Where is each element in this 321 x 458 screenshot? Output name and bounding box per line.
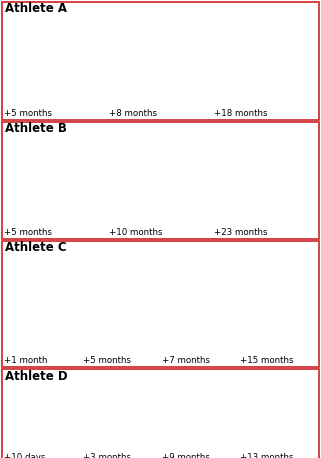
Text: Athlete A: Athlete A: [5, 2, 67, 16]
Text: +15 months: +15 months: [240, 356, 294, 365]
Text: Athlete B: Athlete B: [5, 122, 67, 136]
Text: +7 months: +7 months: [161, 356, 210, 365]
Text: +9 months: +9 months: [161, 453, 209, 458]
Text: +3 months: +3 months: [83, 453, 131, 458]
Text: +8 months: +8 months: [109, 109, 157, 118]
Text: +23 months: +23 months: [214, 228, 267, 237]
Text: +1 month: +1 month: [4, 356, 48, 365]
Text: +10 months: +10 months: [109, 228, 162, 237]
Text: +5 months: +5 months: [83, 356, 131, 365]
Text: +5 months: +5 months: [4, 228, 52, 237]
Text: +18 months: +18 months: [214, 109, 267, 118]
Text: +13 months: +13 months: [240, 453, 294, 458]
Text: +10 days: +10 days: [4, 453, 45, 458]
Text: Athlete D: Athlete D: [5, 370, 68, 382]
Text: +5 months: +5 months: [4, 109, 52, 118]
Text: Athlete C: Athlete C: [5, 241, 67, 255]
